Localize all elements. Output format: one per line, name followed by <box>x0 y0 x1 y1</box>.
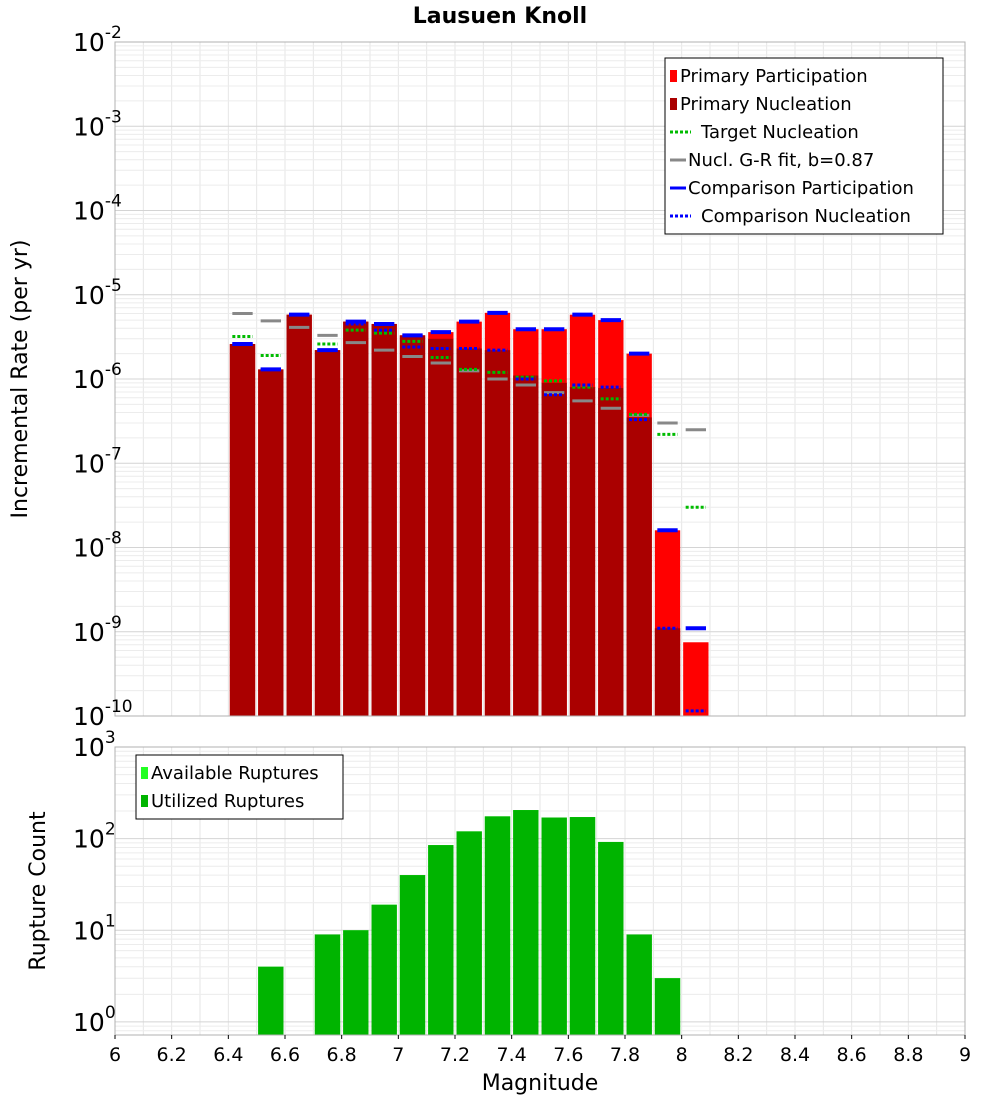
x-tick-label: 8.8 <box>893 1044 923 1066</box>
x-tick-label: 7.6 <box>553 1044 583 1066</box>
utilized-rupture-bar <box>513 810 539 1035</box>
nucleation-bar <box>399 335 426 716</box>
nucleation-bar <box>371 323 397 716</box>
nucleation-bar <box>314 350 341 716</box>
y-tick-label: 10-9 <box>73 613 122 647</box>
nucleation-bar <box>258 369 284 716</box>
rate-step-lines <box>232 310 706 713</box>
x-tick-label: 6 <box>109 1044 121 1066</box>
rate-legend: Primary Participation Primary Nucleation T… <box>664 57 944 235</box>
utilized-rupture-bar <box>314 934 341 1035</box>
count-y-axis-label: Rupture Count <box>26 811 51 971</box>
legend-label: Primary Participation <box>680 66 868 87</box>
legend-label: Nucl. G-R fit, b=0.87 <box>688 150 874 171</box>
x-tick-label: 6.8 <box>327 1044 357 1066</box>
nucleation-bar <box>654 628 681 716</box>
utilized-rupture-bar <box>428 845 454 1035</box>
y-tick-label: 10-10 <box>73 697 133 731</box>
x-tick-label: 7 <box>392 1044 404 1066</box>
legend-box <box>664 57 944 235</box>
nucleation-bar <box>569 387 596 716</box>
y-tick-label: 10-8 <box>73 529 122 563</box>
rate-y-axis-label: Incremental Rate (per yr) <box>8 240 33 519</box>
y-tick-label: 10-4 <box>73 192 122 226</box>
rate-panel: 10-10 10-9 10-8 10-7 10-6 10-5 10-4 10-3 10-2 In… <box>8 23 966 731</box>
legend-label: Utilized Ruptures <box>151 791 304 812</box>
utilized-rupture-bar <box>654 978 681 1035</box>
nucleation-bar <box>541 382 567 716</box>
x-tick-label: 7.2 <box>440 1044 470 1066</box>
y-tick-label: 102 <box>73 820 116 854</box>
x-tick-label: 6.6 <box>270 1044 300 1066</box>
y-tick-label: 10-5 <box>73 276 122 310</box>
y-tick-label: 10-2 <box>73 23 122 57</box>
rate-plot-frame <box>114 41 966 717</box>
legend-label: Available Ruptures <box>151 763 319 784</box>
y-tick-label: 103 <box>73 728 116 762</box>
utilized-rupture-bar <box>484 816 511 1035</box>
y-tick-label: 10-6 <box>73 360 122 394</box>
nucleation-bar <box>513 375 539 716</box>
utilized-rupture-bar <box>541 817 567 1035</box>
nucleation-bar <box>343 321 369 716</box>
utilized-rupture-bar <box>371 904 397 1035</box>
nucleation-bar <box>456 348 482 716</box>
x-tick-label: 7.4 <box>497 1044 527 1066</box>
utilized-rupture-bar <box>258 966 284 1035</box>
count-panel: 100 101 102 103 Rupture Count Available Rup… <box>26 728 966 1037</box>
utilized-rupture-bar <box>456 831 482 1035</box>
legend-swatch <box>141 795 148 807</box>
y-tick-label: 10-3 <box>73 107 122 141</box>
nucleation-bar <box>428 338 454 716</box>
legend-label: Comparison Participation <box>688 178 914 199</box>
participation-bar <box>683 642 709 716</box>
utilized-rupture-bar <box>343 930 369 1035</box>
rate-y-ticks: 10-10 10-9 10-8 10-7 10-6 10-5 10-4 10-3 10-2 <box>73 23 133 731</box>
utilized-rupture-bar <box>569 817 596 1035</box>
y-tick-label: 10-7 <box>73 444 122 478</box>
x-axis-label: Magnitude <box>482 1071 599 1096</box>
legend-swatch <box>670 70 677 82</box>
y-tick-label: 100 <box>73 1003 116 1037</box>
chart-title: Lausuen Knoll <box>413 4 587 29</box>
count-bars <box>258 810 681 1035</box>
x-tick-label: 8 <box>676 1044 688 1066</box>
count-y-ticks: 100 101 102 103 <box>73 728 116 1037</box>
legend-swatch <box>141 767 148 779</box>
rate-bars <box>229 312 709 716</box>
y-tick-label: 101 <box>73 911 116 945</box>
x-tick-label: 6.2 <box>157 1044 187 1066</box>
count-plot-frame <box>114 746 966 1036</box>
x-tick-label: 9 <box>959 1044 971 1066</box>
count-grid <box>114 747 966 1035</box>
utilized-rupture-bar <box>626 934 652 1035</box>
legend-label: Comparison Nucleation <box>701 206 911 227</box>
utilized-rupture-bar <box>399 875 426 1035</box>
utilized-rupture-bar <box>598 841 624 1035</box>
x-tick-label: 8.4 <box>780 1044 810 1066</box>
count-legend: Available Ruptures Utilized Ruptures <box>135 754 344 820</box>
nucleation-bar <box>484 350 511 716</box>
x-tick-label: 7.8 <box>610 1044 640 1066</box>
magnitude-x-ticks: 6 6.2 6.4 6.6 6.8 7 7.2 7.4 7.6 7.8 8 8.2 8.4 8.6 8.8 9 <box>109 1035 971 1066</box>
x-tick-label: 8.2 <box>723 1044 753 1066</box>
nucleation-bar <box>598 388 624 716</box>
legend-box <box>135 754 344 820</box>
x-tick-label: 6.4 <box>213 1044 243 1066</box>
nucleation-bar <box>229 344 256 716</box>
legend-swatch <box>670 98 677 110</box>
legend-label: Primary Nucleation <box>680 94 852 115</box>
nucleation-bar <box>626 417 652 716</box>
legend-label: Target Nucleation <box>700 122 859 143</box>
nucleation-bar <box>286 314 312 716</box>
x-tick-label: 8.6 <box>837 1044 867 1066</box>
